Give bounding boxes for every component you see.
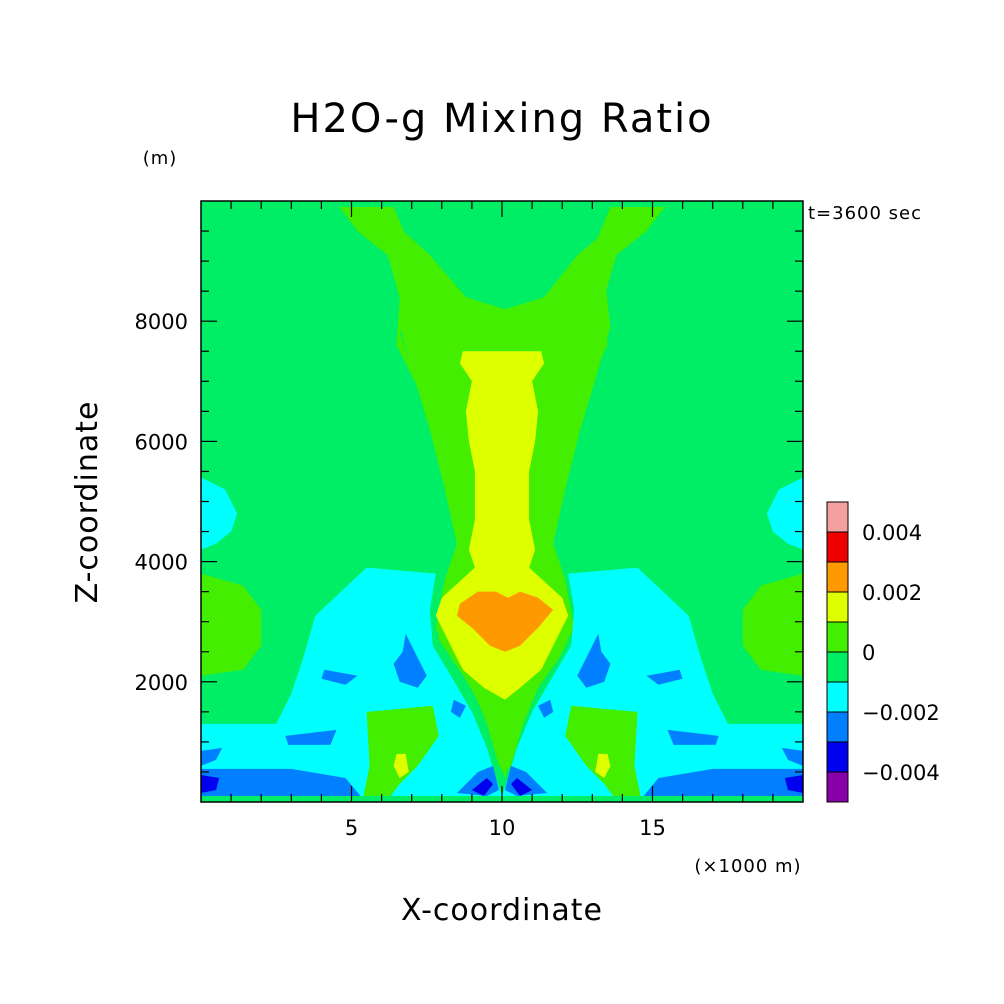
contour-region-33: [784, 775, 803, 793]
y-tick-label: 8000: [135, 310, 188, 334]
colorbar-swatch: [826, 711, 849, 743]
contour-region-10: [201, 477, 238, 550]
y-tick-label: 4000: [135, 551, 188, 575]
contour-region-2: [201, 573, 262, 676]
contour-region-24: [393, 633, 427, 688]
colorbar-label: 0.002: [862, 581, 922, 605]
contour-region-32: [201, 775, 220, 793]
contour-region-18: [201, 747, 223, 766]
axis-ticks: 5 10 15 2000 4000 6000 8000: [135, 201, 803, 840]
x-tick-label: 15: [639, 816, 666, 840]
contour-region-27: [646, 669, 683, 685]
x-unit-label: (×1000 m): [694, 856, 801, 877]
contour-region-19: [781, 747, 803, 766]
colorbar-label: −0.004: [862, 761, 940, 785]
colorbar-swatch: [826, 741, 849, 773]
contour-region-34: [471, 778, 493, 796]
contour-region-9: [456, 591, 554, 652]
contour-region-11: [766, 477, 803, 550]
y-tick-label: 2000: [135, 671, 188, 695]
colorbar-swatch: [826, 621, 849, 653]
colorbar-label: 0.004: [862, 521, 922, 545]
plot-area: [201, 201, 803, 802]
colorbar: −0.004 −0.002 0 0.002 0.004: [826, 501, 940, 803]
contour-region-15: [565, 705, 641, 796]
colorbar-label: 0: [862, 641, 875, 665]
y-tick-label: 6000: [135, 430, 188, 454]
contour-region-21: [643, 768, 803, 796]
contour-region-35: [511, 778, 533, 796]
colorbar-swatch: [826, 771, 849, 803]
colorbar-swatch: [826, 591, 849, 623]
contour-region-25: [577, 633, 611, 688]
contour-region-23: [667, 729, 719, 745]
contour-region-20: [201, 768, 361, 796]
time-label: t=3600 sec: [808, 203, 922, 224]
contour-region-14: [363, 705, 439, 796]
x-tick-label: 10: [489, 816, 516, 840]
contour-region-3: [742, 573, 803, 676]
colorbar-swatch: [826, 561, 849, 593]
contour-region-28: [450, 699, 466, 718]
contour-regions: [201, 207, 803, 796]
colorbar-swatch: [826, 681, 849, 713]
contour-region-17: [595, 753, 611, 778]
contour-region-29: [538, 699, 554, 718]
colorbar-swatch: [826, 501, 849, 533]
x-axis-title: X-coordinate: [401, 893, 603, 928]
colorbar-label: −0.002: [862, 701, 940, 725]
contour-region-22: [285, 729, 337, 745]
colorbar-swatch: [826, 651, 849, 683]
contour-region-16: [393, 753, 409, 778]
x-tick-label: 5: [345, 816, 358, 840]
y-unit-label: (m): [143, 148, 178, 169]
contour-region-26: [321, 669, 358, 685]
colorbar-swatch: [826, 531, 849, 563]
chart-title: H2O-g Mixing Ratio: [290, 96, 713, 142]
y-axis-title: Z-coordinate: [70, 401, 105, 604]
